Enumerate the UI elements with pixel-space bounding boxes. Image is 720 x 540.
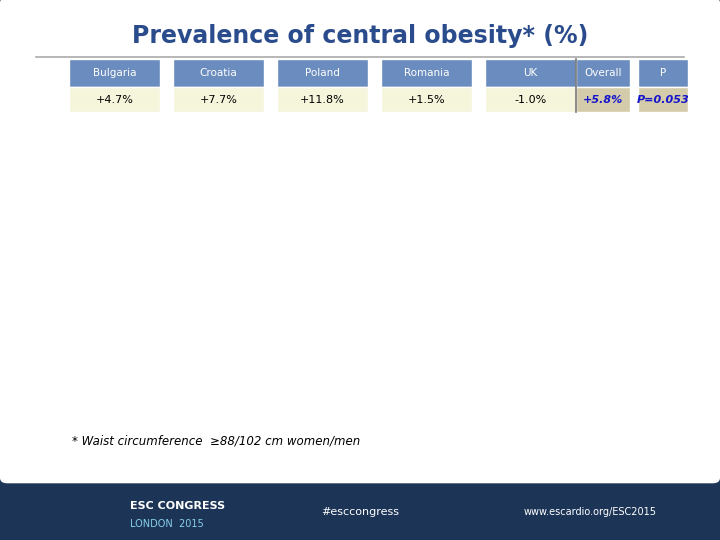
Text: Poland: Poland [305,69,340,78]
Text: #esccongress: #esccongress [321,507,399,517]
Text: 65: 65 [228,265,243,278]
Text: 47: 47 [298,305,313,318]
Bar [634,286,667,427]
Bar [289,320,323,427]
Text: +4.7%: +4.7% [96,95,134,105]
Text: ESC CONGRESS: ESC CONGRESS [130,501,225,511]
Text: 81: 81 [91,228,106,241]
Bar [323,293,356,427]
Text: 59: 59 [436,278,451,291]
Text: 54: 54 [539,289,554,302]
Bar [185,298,219,427]
Text: 57: 57 [402,282,417,295]
Text: P=0.053: P=0.053 [636,95,690,105]
Text: -1.0%: -1.0% [514,95,546,105]
Text: Bulgaria: Bulgaria [93,69,137,78]
Bar [497,302,530,427]
Bar [530,304,564,427]
Text: 59: 59 [610,278,625,291]
Bar [81,243,114,427]
Text: Romania: Romania [404,69,449,78]
Text: Croatia: Croatia [199,69,238,78]
Text: +1.5%: +1.5% [408,95,445,105]
Bar [426,293,459,427]
Text: 59: 59 [332,278,346,291]
Text: UK: UK [523,69,537,78]
Text: +7.7%: +7.7% [199,95,238,105]
Text: 62: 62 [643,271,658,284]
Text: +5.8%: +5.8% [582,95,623,105]
Text: P: P [660,69,666,78]
Text: +11.8%: +11.8% [300,95,345,105]
Text: Prevalence of central obesity* (%): Prevalence of central obesity* (%) [132,24,588,48]
Text: 55: 55 [506,287,521,300]
Text: LONDON  2015: LONDON 2015 [130,519,203,530]
Bar [600,293,634,427]
Text: * Waist circumference  ≥88/102 cm women/men: * Waist circumference ≥88/102 cm women/m… [72,435,360,448]
Bar [114,232,148,427]
Bar [393,298,426,427]
Bar [219,279,252,427]
Text: 86: 86 [124,217,139,230]
Text: Overall: Overall [584,69,621,78]
Text: www.escardio.org/ESC2015: www.escardio.org/ESC2015 [524,507,657,517]
Text: 57: 57 [194,282,210,295]
